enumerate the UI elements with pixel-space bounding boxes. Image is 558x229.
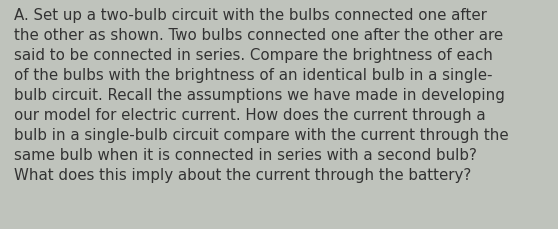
Text: A. Set up a two-bulb circuit with the bulbs connected one after
the other as sho: A. Set up a two-bulb circuit with the bu… [14,8,508,183]
